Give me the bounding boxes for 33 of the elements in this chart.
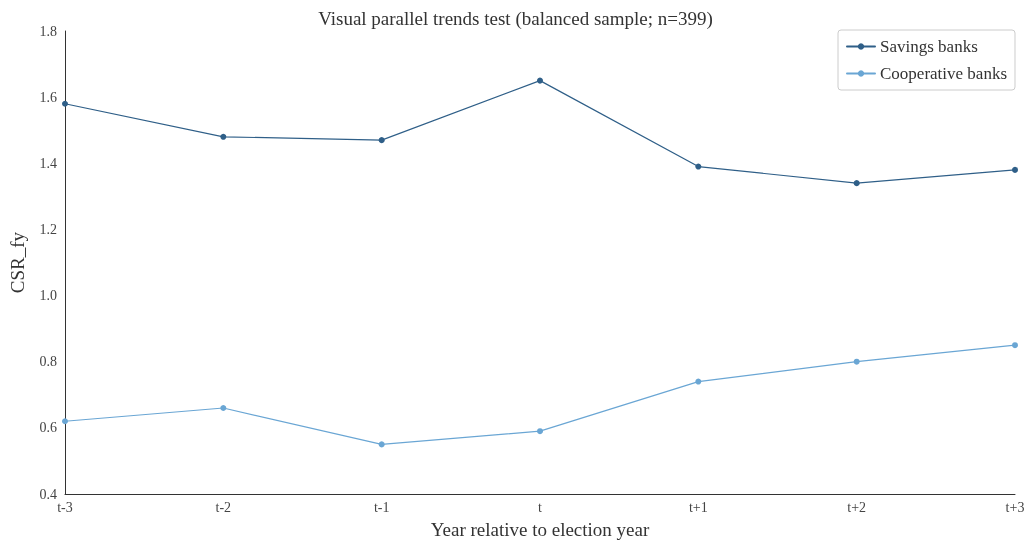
point <box>1012 166 1018 173</box>
x-tick-label: t <box>538 499 543 515</box>
x-tick-label: t-2 <box>215 499 232 515</box>
point <box>695 163 702 170</box>
x-axis-title: Year relative to election year <box>430 519 650 540</box>
point <box>62 418 68 425</box>
y-tick-label: 1.8 <box>39 23 57 39</box>
point <box>853 180 860 187</box>
y-tick-label: 0.8 <box>39 354 57 370</box>
point <box>1012 342 1018 349</box>
x-tick-label: t+3 <box>1005 499 1025 515</box>
y-tick-label: 0.6 <box>39 420 57 436</box>
point <box>378 441 385 448</box>
y-tick-label: 1.0 <box>39 288 57 304</box>
y-tick-label: 0.4 <box>39 486 57 502</box>
point <box>537 77 543 84</box>
y-tick-label: 1.6 <box>39 89 57 105</box>
point <box>378 137 385 144</box>
y-tick-label: 1.2 <box>39 221 57 237</box>
x-tick-label: t+2 <box>847 499 867 515</box>
point <box>62 100 68 107</box>
x-tick-label: t+1 <box>688 499 708 515</box>
legend-label: Cooperative banks <box>880 64 1008 83</box>
point <box>537 428 543 435</box>
x-tick-label: t-3 <box>57 499 73 515</box>
x-tick-label: t-1 <box>373 499 390 515</box>
chart-title: Visual parallel trends test (balanced sample; n=399) <box>318 8 713 30</box>
legend-label: Savings banks <box>880 37 978 56</box>
point <box>220 405 227 412</box>
point <box>220 133 227 140</box>
point <box>853 358 860 365</box>
y-axis-title: CSR_fy <box>7 231 28 294</box>
y-tick-label: 1.4 <box>39 155 57 171</box>
